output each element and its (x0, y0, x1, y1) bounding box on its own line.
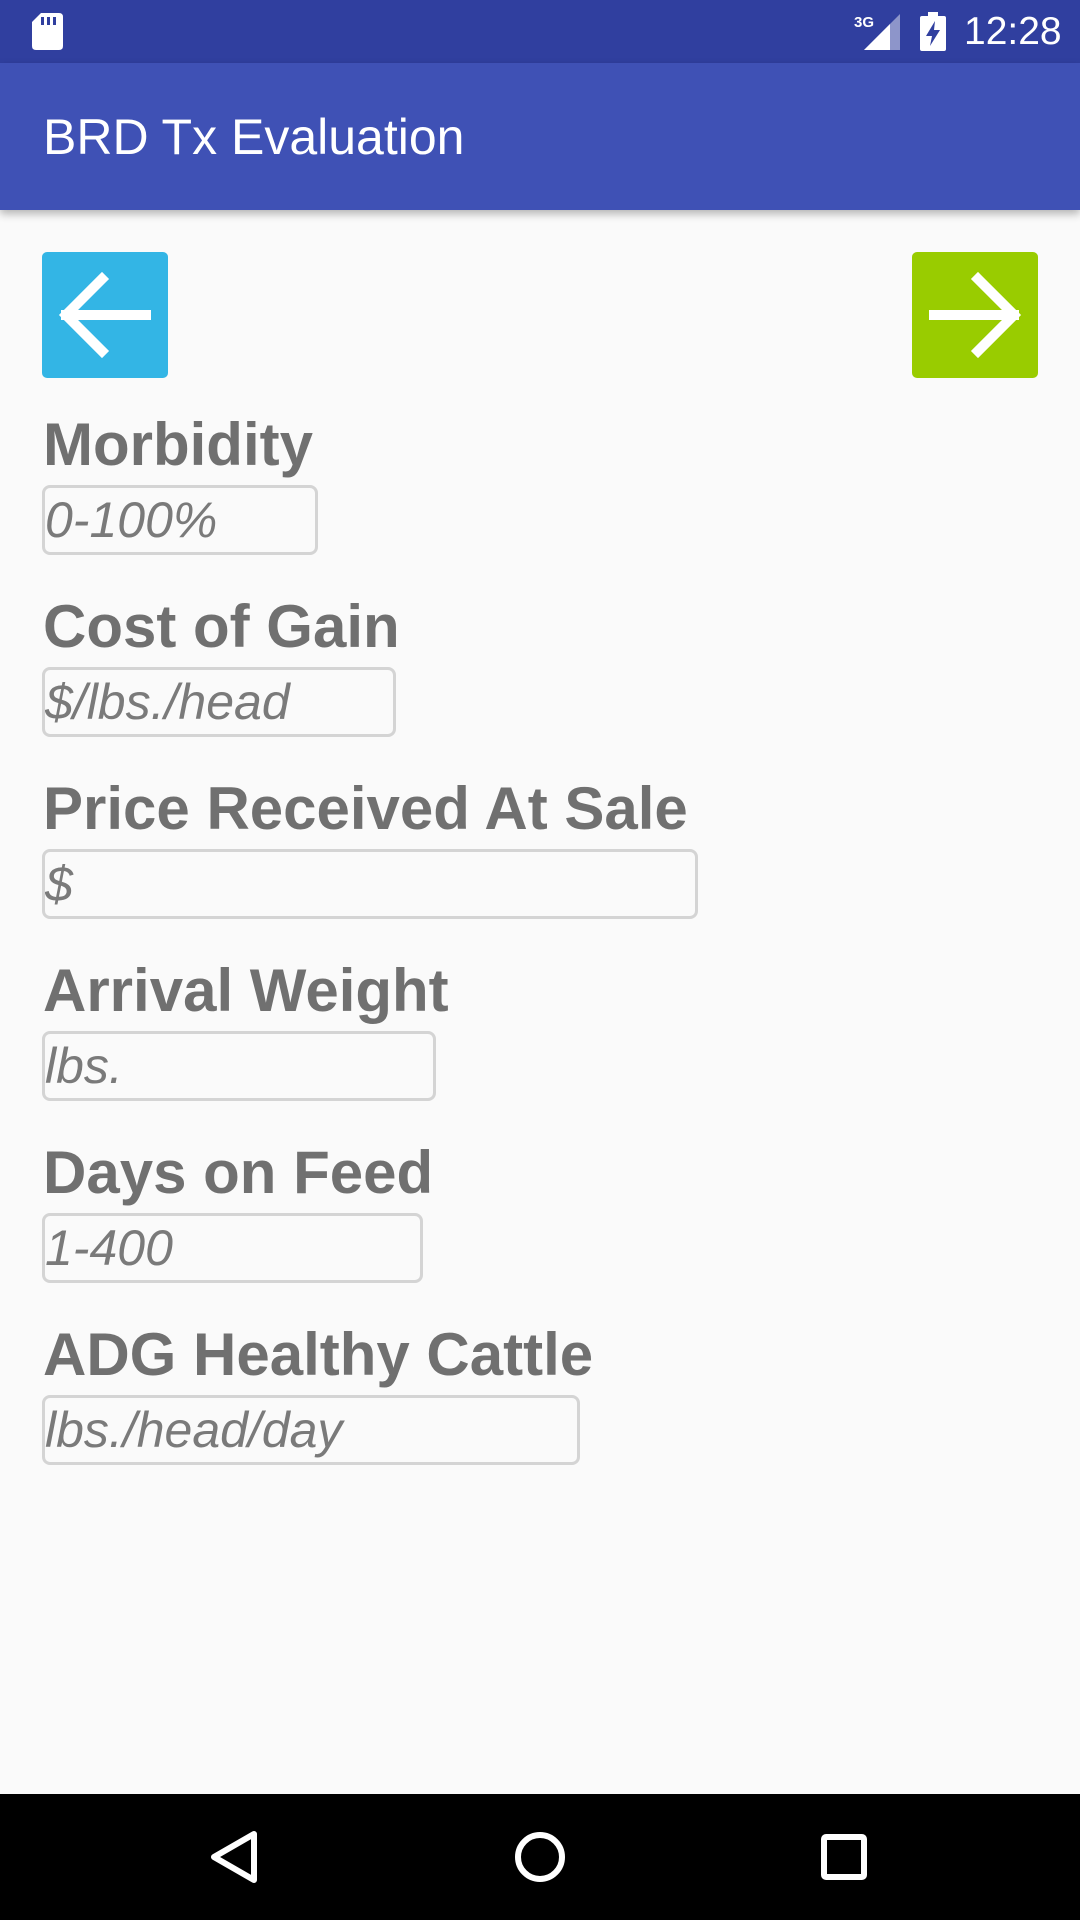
system-back-button[interactable] (190, 1812, 280, 1902)
arrow-left-icon (58, 271, 151, 359)
system-recents-button[interactable] (799, 1812, 889, 1902)
system-home-button[interactable] (495, 1812, 585, 1902)
cost-of-gain-label: Cost of Gain (43, 593, 400, 660)
arrival-weight-input[interactable] (42, 1031, 436, 1101)
signal-icon: 3G (854, 14, 900, 50)
morbidity-label: Morbidity (43, 411, 313, 478)
home-circle-icon (515, 1832, 565, 1882)
battery-charging-icon (920, 12, 946, 51)
status-time: 12:28 (964, 10, 1062, 53)
arrow-right-icon (929, 271, 1022, 359)
system-navigation-bar (0, 1794, 1080, 1920)
price-received-label: Price Received At Sale (43, 775, 688, 842)
morbidity-input[interactable] (42, 485, 318, 555)
adg-healthy-cattle-input[interactable] (42, 1395, 580, 1465)
days-on-feed-input[interactable] (42, 1213, 423, 1283)
app-bar: BRD Tx Evaluation (0, 63, 1080, 210)
back-triangle-icon (211, 1831, 257, 1883)
recents-square-icon (821, 1834, 867, 1880)
back-button[interactable] (42, 252, 168, 378)
app-title: BRD Tx Evaluation (43, 109, 465, 165)
price-received-input[interactable] (42, 849, 698, 919)
arrival-weight-label: Arrival Weight (43, 957, 449, 1024)
next-button[interactable] (912, 252, 1038, 378)
sd-card-icon (32, 13, 63, 50)
network-type-label: 3G (854, 14, 874, 31)
cost-of-gain-input[interactable] (42, 667, 396, 737)
days-on-feed-label: Days on Feed (43, 1139, 434, 1206)
status-bar: 3G 12:28 (0, 0, 1080, 63)
adg-healthy-cattle-label: ADG Healthy Cattle (43, 1321, 594, 1388)
